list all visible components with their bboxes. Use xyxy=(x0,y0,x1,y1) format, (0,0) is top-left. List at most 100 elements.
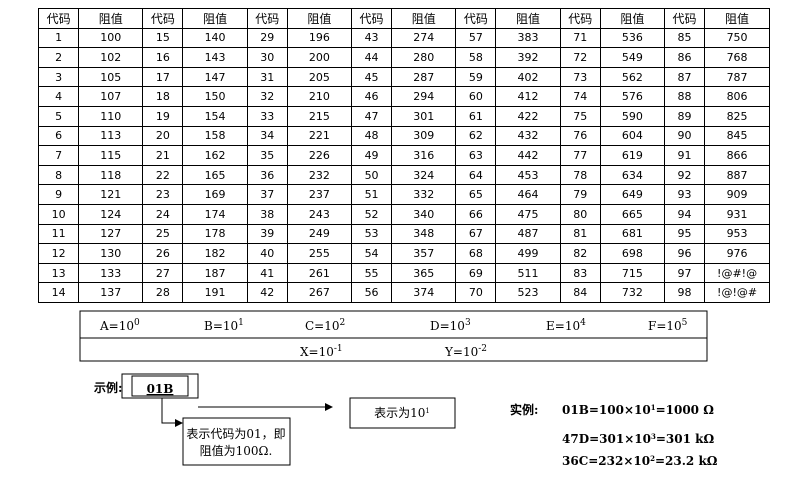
table-cell: 17 xyxy=(142,66,184,88)
table-cell: 18 xyxy=(142,86,184,107)
power: Y=10-2 xyxy=(444,344,487,359)
table-cell: 523 xyxy=(495,282,561,303)
table-cell: 14 xyxy=(37,282,80,303)
table-cell: 63 xyxy=(455,145,497,166)
meaning-text: 表示为101 xyxy=(374,406,430,420)
text: C=10 xyxy=(305,319,340,333)
resistor xyxy=(121,373,199,399)
table-cell: 31 xyxy=(246,66,288,88)
table-cell: 68 xyxy=(455,243,497,264)
resistor-inner xyxy=(131,375,189,397)
table-cell: 102 xyxy=(78,47,144,68)
text: A=10 xyxy=(99,319,134,333)
table-cell: 511 xyxy=(495,262,561,284)
header-cell: 代码 xyxy=(246,8,288,29)
table-cell: 12 xyxy=(37,243,80,264)
table-row: 4 107 18 150 32 210 46 294 60 412 74 576 88 806 xyxy=(37,86,770,107)
table-row: 9 121 23 169 37 237 51 332 65 464 79 649 93 909 xyxy=(37,184,770,205)
table-cell: 87 xyxy=(663,66,706,88)
table-cell: 187 xyxy=(182,262,248,284)
table-cell: 649 xyxy=(599,184,665,205)
legend-box xyxy=(79,310,708,362)
table-cell: 866 xyxy=(704,145,770,166)
table-cell: 74 xyxy=(559,86,601,107)
table-cell: 261 xyxy=(286,262,352,284)
table-row: 6 113 20 158 34 221 48 309 62 432 76 604 90 845 xyxy=(37,125,770,147)
table-cell: !@#!@ xyxy=(704,262,770,284)
text: 36C=232×10 xyxy=(562,454,650,468)
table-cell: 73 xyxy=(559,66,601,88)
text: Y=10 xyxy=(444,345,478,359)
table-cell: 15 xyxy=(142,27,184,49)
power: E=104 xyxy=(546,318,586,333)
code-table: 代码 阻值 代码 阻值 代码 阻值 代码 阻值 代码 阻值 代码 阻值 代码 阻值 1 100 15 140 29 1… xyxy=(37,8,770,303)
table-cell: 453 xyxy=(495,164,561,186)
table-cell: 62 xyxy=(455,125,497,147)
header-cell: 代码 xyxy=(663,8,706,29)
table-cell: 825 xyxy=(704,105,770,127)
table-cell: 98 xyxy=(663,282,706,303)
table-cell: 604 xyxy=(599,125,665,147)
table-cell: 464 xyxy=(495,184,561,205)
text: =301 kΩ xyxy=(656,432,715,446)
table-cell: 96 xyxy=(663,243,706,264)
table-cell: 107 xyxy=(78,86,144,107)
power: X=10-1 xyxy=(300,344,343,359)
text: F=10 xyxy=(648,319,682,333)
table-cell: 316 xyxy=(391,145,457,166)
table-cell: 169 xyxy=(182,184,248,205)
power: D=103 xyxy=(430,318,471,333)
table-row: 2 102 16 143 30 200 44 280 58 392 72 549 86 768 xyxy=(37,47,770,68)
table-cell: 10 xyxy=(37,203,80,225)
text: E=10 xyxy=(546,319,580,333)
table-cell: 40 xyxy=(246,243,288,264)
meaning-box xyxy=(349,397,456,429)
exponent: 3 xyxy=(465,318,471,328)
table-cell: 374 xyxy=(391,282,457,303)
table-cell: 39 xyxy=(246,223,288,245)
table-cell: 90 xyxy=(663,125,706,147)
arrow xyxy=(161,398,183,427)
table-cell: 25 xyxy=(142,223,184,245)
table-cell: 165 xyxy=(182,164,248,186)
table-cell: 42 xyxy=(246,282,288,303)
instance-line: 01B=100×101=1000 Ω xyxy=(562,403,714,417)
table-cell: 46 xyxy=(350,86,393,107)
table-cell: 953 xyxy=(704,223,770,245)
exponent: 0 xyxy=(134,318,140,328)
header-row: 代码 阻值 代码 阻值 代码 阻值 代码 阻值 代码 阻值 代码 阻值 代码 阻值 xyxy=(37,8,770,29)
table-cell: 137 xyxy=(78,282,144,303)
exponent: 2 xyxy=(650,454,655,463)
exponent: 1 xyxy=(651,403,656,412)
table-cell: 154 xyxy=(182,105,248,127)
exponent: -2 xyxy=(478,344,487,354)
table-cell: 37 xyxy=(246,184,288,205)
text: B=10 xyxy=(204,319,238,333)
table-cell: 255 xyxy=(286,243,352,264)
callout-text: 表示代码为01，即 xyxy=(186,427,285,441)
table-cell: 931 xyxy=(704,203,770,225)
table-row: 7 115 21 162 35 226 49 316 63 442 77 619 91 866 xyxy=(37,145,770,166)
table-cell: 36 xyxy=(246,164,288,186)
table-cell: 887 xyxy=(704,164,770,186)
callout-box xyxy=(182,417,291,466)
example-label: 示例: xyxy=(93,380,122,395)
exponent: 2 xyxy=(340,318,346,328)
table-cell: 55 xyxy=(350,262,393,284)
power: F=105 xyxy=(648,318,688,333)
table-cell: 634 xyxy=(599,164,665,186)
header-cell: 代码 xyxy=(455,8,497,29)
exponent: 3 xyxy=(651,432,656,441)
exponent: -1 xyxy=(334,344,343,354)
table-cell: 124 xyxy=(78,203,144,225)
table-cell: !@!@# xyxy=(704,282,770,303)
text: =23.2 kΩ xyxy=(655,454,718,468)
table-row: 5 110 19 154 33 215 47 301 61 422 75 590 89 825 xyxy=(37,105,770,127)
table-cell: 70 xyxy=(455,282,497,303)
example-code: 01B xyxy=(147,382,174,396)
table-cell: 232 xyxy=(286,164,352,186)
table-cell: 71 xyxy=(559,27,601,49)
text: 表示为10 xyxy=(374,406,425,420)
